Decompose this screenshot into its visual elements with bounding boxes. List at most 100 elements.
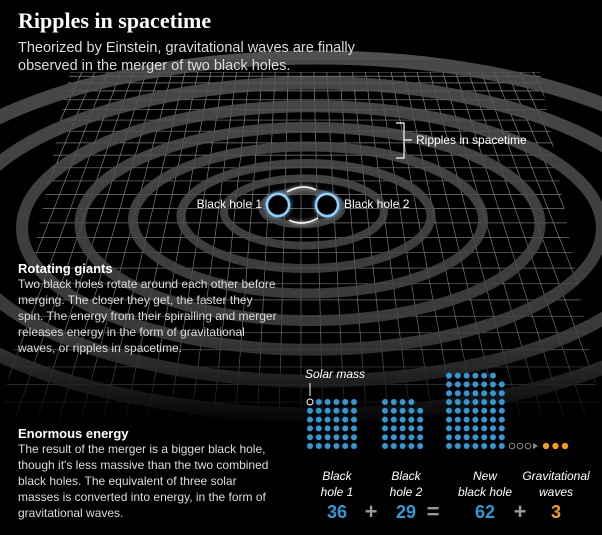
- mass-dot: [490, 434, 496, 441]
- mass-dot: [454, 416, 461, 423]
- mass-dot: [351, 416, 357, 423]
- section-heading: Rotating giants: [18, 261, 113, 276]
- mass-dot: [408, 443, 415, 449]
- mass-dot: [446, 372, 452, 379]
- mass-dot: [481, 407, 488, 414]
- mass-dot: [446, 425, 452, 432]
- mass-dot: [481, 399, 488, 405]
- mass-dot: [463, 390, 470, 397]
- mass-dot: [417, 434, 424, 441]
- title: Ripples in spacetime: [18, 8, 212, 33]
- mass-dot: [382, 425, 388, 432]
- mass-dot: [333, 434, 340, 441]
- mass-dot: [390, 443, 397, 449]
- mass-dot: [306, 398, 314, 406]
- mass-dot: [463, 425, 470, 432]
- mass-dot: [454, 399, 461, 405]
- lost-mass-outline: [516, 442, 524, 450]
- mass-dot: [390, 399, 397, 405]
- solar-mass-label: Solar mass: [305, 367, 365, 381]
- mass-dot: [315, 416, 322, 423]
- mass-dot: [446, 381, 452, 388]
- mass-dot: [333, 443, 340, 449]
- mass-dot: [463, 443, 470, 449]
- mass-dot: [390, 416, 397, 423]
- mass-group: [446, 372, 505, 449]
- lost-mass-outline: [508, 442, 516, 450]
- mass-dot: [481, 434, 488, 441]
- mass-dot: [342, 399, 349, 405]
- mass-dot: [307, 434, 313, 441]
- mass-dot: [390, 425, 397, 432]
- mass-dot: [342, 416, 349, 423]
- mass-dot: [307, 407, 313, 414]
- mass-dot: [324, 407, 331, 414]
- mass-dot: [342, 434, 349, 441]
- mass-dot: [408, 399, 415, 405]
- equation-label: Gravitational: [522, 469, 590, 483]
- mass-dot: [399, 434, 406, 441]
- mass-dot: [472, 381, 479, 388]
- mass-group: [306, 398, 357, 449]
- mass-dot: [399, 407, 406, 414]
- lost-mass-outline: [524, 442, 532, 450]
- mass-dot: [498, 390, 505, 397]
- equation: Black hole 1 36 Black hole 2 29 New black hole 6…: [321, 469, 590, 524]
- mass-dot: [542, 442, 550, 450]
- mass-dot: [382, 434, 388, 441]
- mass-dot: [472, 407, 479, 414]
- black-hole-1: [265, 192, 291, 218]
- mass-dot: [490, 425, 496, 432]
- equation-label: waves: [539, 485, 573, 499]
- mass-dot: [454, 407, 461, 414]
- mass-dot: [333, 425, 340, 432]
- mass-dot: [498, 425, 505, 432]
- mass-dot: [390, 434, 397, 441]
- mass-group: [382, 399, 424, 449]
- mass-dot: [382, 399, 388, 405]
- mass-dot: [315, 399, 322, 405]
- mass-dot: [463, 372, 470, 379]
- equation-label: hole 2: [390, 485, 423, 499]
- mass-dots: [306, 372, 569, 450]
- mass-dot: [490, 399, 496, 405]
- mass-dot: [472, 443, 479, 449]
- mass-dot: [490, 372, 496, 379]
- mass-dot: [351, 407, 357, 414]
- mass-dot: [490, 390, 496, 397]
- mass-dot: [498, 381, 505, 388]
- mass-dot: [490, 407, 496, 414]
- orbit-arrow: [286, 186, 317, 193]
- mass-dot: [315, 434, 322, 441]
- mass-dot: [481, 381, 488, 388]
- subtitle: Theorized by Einstein, gravitational wav…: [18, 40, 355, 74]
- equation-label: hole 1: [321, 485, 354, 499]
- mass-dot: [454, 434, 461, 441]
- mass-dot: [552, 442, 559, 450]
- equation-operator: +: [365, 499, 378, 524]
- equation-value: 36: [327, 502, 347, 522]
- mass-dot: [454, 425, 461, 432]
- fade: [0, 60, 602, 430]
- mass-dot: [399, 425, 406, 432]
- mass-dot: [399, 399, 406, 405]
- equation-value: 62: [475, 502, 495, 522]
- mass-dot: [472, 416, 479, 423]
- mass-dot: [307, 443, 313, 449]
- mass-dot: [481, 390, 488, 397]
- mass-dot: [481, 416, 488, 423]
- mass-dot: [446, 443, 452, 449]
- mass-dot: [472, 372, 479, 379]
- mass-dot: [307, 425, 313, 432]
- mass-dot: [490, 443, 496, 449]
- mass-dot: [498, 399, 505, 405]
- mass-dot: [463, 407, 470, 414]
- mass-group: [542, 442, 569, 450]
- mass-dot: [382, 407, 388, 414]
- mass-dot: [490, 416, 496, 423]
- mass-dot: [382, 443, 388, 449]
- equation-operator: =: [427, 499, 440, 524]
- bracket: [396, 122, 412, 159]
- mass-dot: [463, 416, 470, 423]
- section-heading: Enormous energy: [18, 426, 129, 441]
